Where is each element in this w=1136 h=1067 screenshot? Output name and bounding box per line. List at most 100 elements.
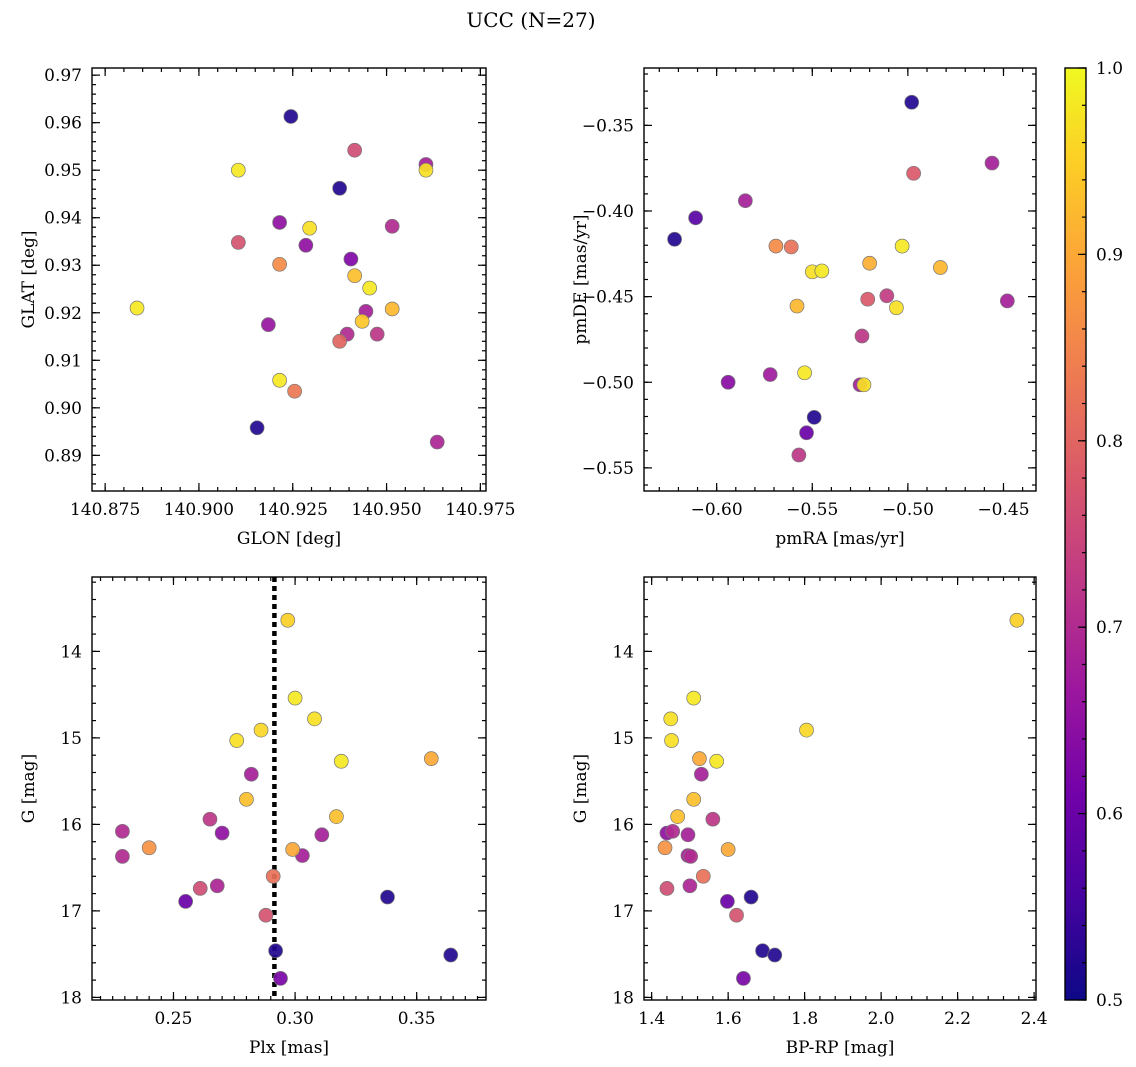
data-point [384,301,400,317]
data-point [178,894,193,909]
y-tick-label: 17 [60,902,82,922]
y-tick-label: 0.93 [44,256,82,276]
y-tick-label: 14 [60,642,82,662]
y-axis-title: GLAT [deg] [19,230,39,328]
y-axis-title: G [mag] [571,754,591,823]
data-point [333,753,349,769]
data-point [141,840,157,856]
data-point [680,827,696,843]
data-point [906,165,921,181]
x-tick-label: 0.30 [276,1009,314,1029]
data-point [894,238,910,254]
data-point [797,365,812,381]
y-tick-label: 0.89 [44,446,82,466]
x-tick-label: 140.950 [351,500,421,520]
data-point [418,162,434,178]
x-tick-label: 140.975 [445,500,515,520]
x-axis-title: GLON [deg] [237,529,341,549]
data-point [285,842,300,857]
data-point [354,313,370,329]
data-point [343,251,359,267]
y-tick-label: −0.40 [582,202,634,222]
data-point [429,434,445,450]
data-point [329,809,344,824]
x-tick-label: −0.55 [786,500,838,520]
plot-area [129,109,445,450]
data-point [423,751,439,767]
data-point [736,971,751,986]
data-point [209,878,225,894]
minor-ticks [644,577,1036,1000]
data-point [854,328,870,344]
data-point [814,263,830,279]
x-tick-label: −0.60 [691,500,743,520]
data-point [243,766,259,782]
y-tick-label: −0.45 [582,288,634,308]
data-point [307,711,322,727]
data-point [667,231,682,247]
data-point [783,239,799,255]
panel-plx-g: 0.25 0.30 0.35 14 15 16 17 18 Plx [mas] G [mag] [19,576,487,1058]
data-point [694,766,709,782]
y-tick-label: 17 [612,902,634,922]
data-point [659,881,675,896]
data-point [665,823,681,839]
data-point [737,193,753,209]
axes-frame [91,576,487,1001]
data-point [806,410,822,425]
y-tick-label: −0.50 [582,373,634,393]
x-tick-label: 2.2 [944,1009,971,1029]
data-point [879,288,895,304]
plot-area [657,612,1025,986]
x-tick-label: 1.4 [638,1009,665,1029]
minor-ticks [644,68,1036,491]
y-tick-label: 16 [60,815,82,835]
x-tick-label: −0.50 [882,500,934,520]
data-point [332,333,348,349]
data-point [933,260,948,275]
data-point [720,842,736,857]
data-point [767,947,783,963]
data-point [720,374,736,390]
data-point [762,367,778,382]
colorbar-gradient [1065,68,1086,1000]
x-axis-title: Plx [mas] [249,1038,329,1058]
data-point [657,840,673,856]
y-tick-label: 16 [612,815,634,835]
x-tick-label: 2.0 [868,1009,895,1029]
minor-ticks [92,577,486,1000]
data-point [302,220,317,236]
data-point [682,878,698,894]
y-axis-title: G [mag] [19,754,39,823]
data-point [384,218,400,234]
data-point [287,690,303,706]
y-tick-label: 0.97 [44,66,82,86]
data-point [332,180,348,196]
colorbar: 0.5 0.6 0.7 0.8 0.9 1.0 [1064,59,1123,1011]
data-point [862,255,877,271]
data-point [791,447,807,463]
data-point [229,733,245,748]
data-point [369,326,385,342]
data-point [347,142,363,158]
data-point [984,155,1000,171]
y-tick-label: 18 [60,988,82,1008]
y-tick-label: 0.90 [44,399,82,419]
data-point [202,811,218,827]
y-tick-label: −0.35 [582,116,634,136]
data-point [249,420,265,436]
data-point [789,298,805,314]
x-axis-title: BP-RP [mag] [786,1038,895,1058]
panel-pmra-pmde: −0.60 −0.55 −0.50 −0.45 −0.55 −0.50 −0.45 −0.40… [571,67,1037,549]
data-point [799,722,814,738]
data-point [686,791,702,807]
data-point [268,943,283,959]
x-tick-label: 2.4 [1021,1009,1048,1029]
data-point [443,947,459,963]
plot-area [115,577,459,1000]
data-point [664,733,679,748]
data-point [283,109,299,124]
colorbar-tick-label: 1.0 [1096,59,1123,79]
plot-area [667,94,1015,463]
